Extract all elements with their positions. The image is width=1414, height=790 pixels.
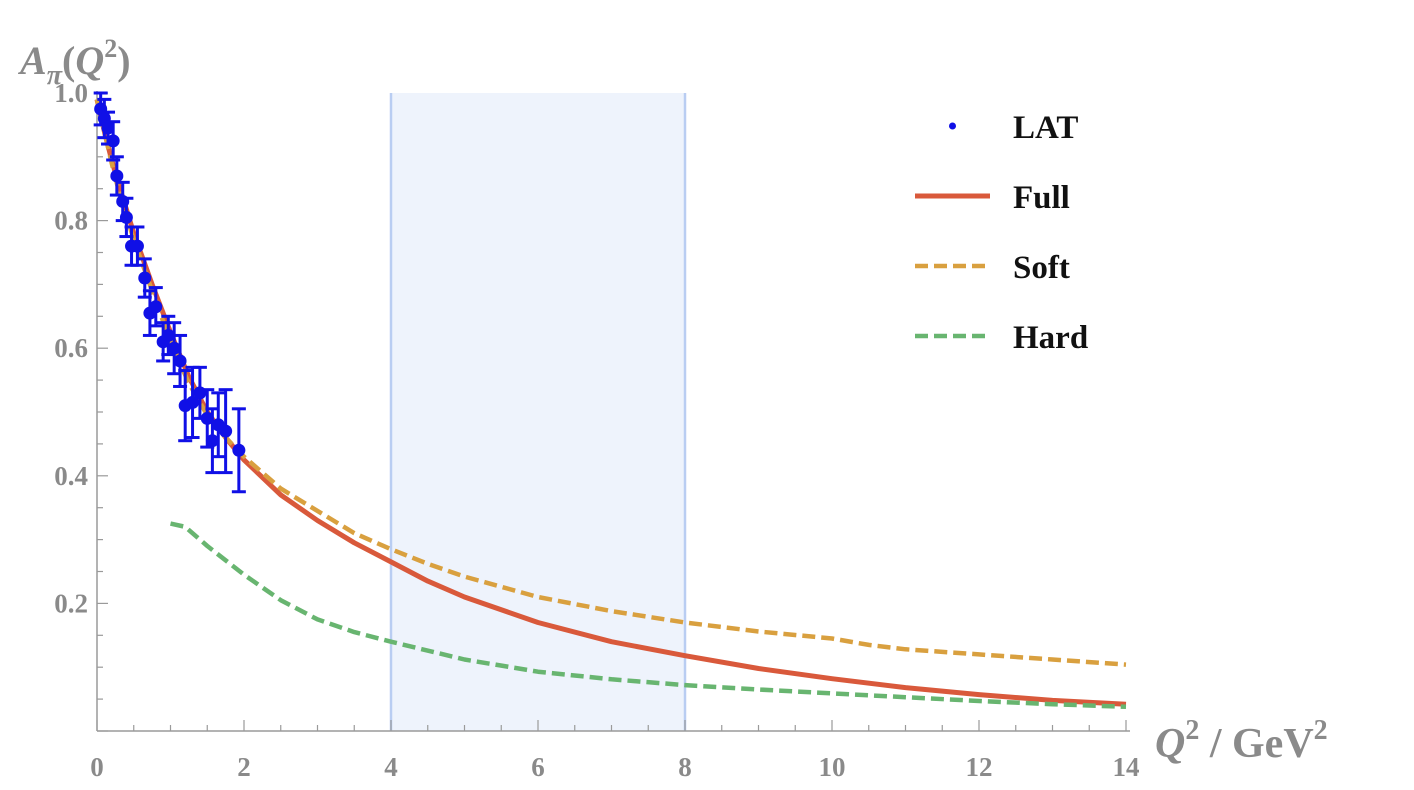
data-point xyxy=(148,286,163,328)
point-marker xyxy=(138,271,152,285)
data-point xyxy=(178,369,193,443)
legend-label: Soft xyxy=(1013,250,1070,286)
y-tick-label-5: 1.0 xyxy=(54,78,88,108)
data-point xyxy=(109,155,124,197)
point-marker xyxy=(232,443,246,457)
point-marker xyxy=(119,210,133,224)
point-marker xyxy=(173,354,187,368)
axes xyxy=(96,91,1130,732)
y-title-sub: π xyxy=(47,60,63,91)
x-axis-title: Q2 / GeV2 xyxy=(1155,715,1328,767)
series-line-soft xyxy=(94,98,1127,667)
legend-label: LAT xyxy=(1013,110,1078,146)
y-title-open: ( xyxy=(62,38,75,83)
legend-label: Full xyxy=(1013,180,1070,216)
x-title-unit-sup: 2 xyxy=(1314,715,1328,746)
point-marker xyxy=(161,328,175,342)
shaded-region xyxy=(391,93,685,731)
y-axis-title: Aπ(Q2) xyxy=(17,34,131,91)
legend: LAT Full Soft Hard xyxy=(915,110,1088,356)
x-tick-label-5: 8 xyxy=(678,752,692,782)
point-marker xyxy=(200,411,214,425)
data-point xyxy=(218,388,233,475)
data-point xyxy=(106,120,121,162)
x-tick-label-6: 10 xyxy=(819,752,846,782)
point-marker xyxy=(186,395,200,409)
point-marker xyxy=(130,239,144,253)
legend-item-full: Full xyxy=(915,180,1070,216)
point-marker xyxy=(101,121,115,135)
y-title-arg: Q xyxy=(75,38,104,83)
x-title-sup: 2 xyxy=(1185,715,1199,746)
series-line-hard xyxy=(170,521,1127,710)
legend-item-lat: LAT xyxy=(949,110,1078,146)
point-marker xyxy=(205,434,219,448)
data-point xyxy=(173,333,188,388)
tick-marks: 0 2 4 6 8 10 12 14 0.2 0.4 0.6 0.8 1.0 xyxy=(54,78,1139,782)
data-point xyxy=(167,321,182,376)
x-tick-label-4: 6 xyxy=(531,752,545,782)
x-tick-label-1: 0 xyxy=(90,752,104,782)
y-title-sup: 2 xyxy=(104,34,117,63)
y-title-base: A xyxy=(17,38,47,83)
data-points xyxy=(93,91,246,494)
x-title-base: Q xyxy=(1155,721,1185,767)
x-tick-label-8: 14 xyxy=(1113,752,1140,782)
point-marker xyxy=(149,300,163,314)
legend-item-hard: Hard xyxy=(915,320,1088,356)
shaded-region-layer xyxy=(389,93,687,731)
y-tick-label-1: 0.2 xyxy=(54,588,88,618)
y-tick-label-2: 0.4 xyxy=(54,461,88,491)
x-tick-label-7: 12 xyxy=(966,752,993,782)
legend-label: Hard xyxy=(1013,320,1088,356)
legend-marker xyxy=(949,122,956,130)
legend-item-soft: Soft xyxy=(915,250,1070,286)
point-marker xyxy=(110,169,124,183)
data-point xyxy=(231,407,246,494)
data-point xyxy=(130,225,145,267)
x-tick-label-2: 2 xyxy=(237,752,251,782)
y-tick-label-4: 0.8 xyxy=(54,206,88,236)
data-point xyxy=(192,365,207,420)
y-title-close: ) xyxy=(117,38,130,83)
point-marker xyxy=(167,341,181,355)
x-tick-label-3: 4 xyxy=(384,752,398,782)
y-tick-label-3: 0.6 xyxy=(54,333,88,363)
x-title-unit: / GeV xyxy=(1199,721,1313,767)
point-marker xyxy=(106,134,120,148)
point-marker xyxy=(219,424,233,438)
